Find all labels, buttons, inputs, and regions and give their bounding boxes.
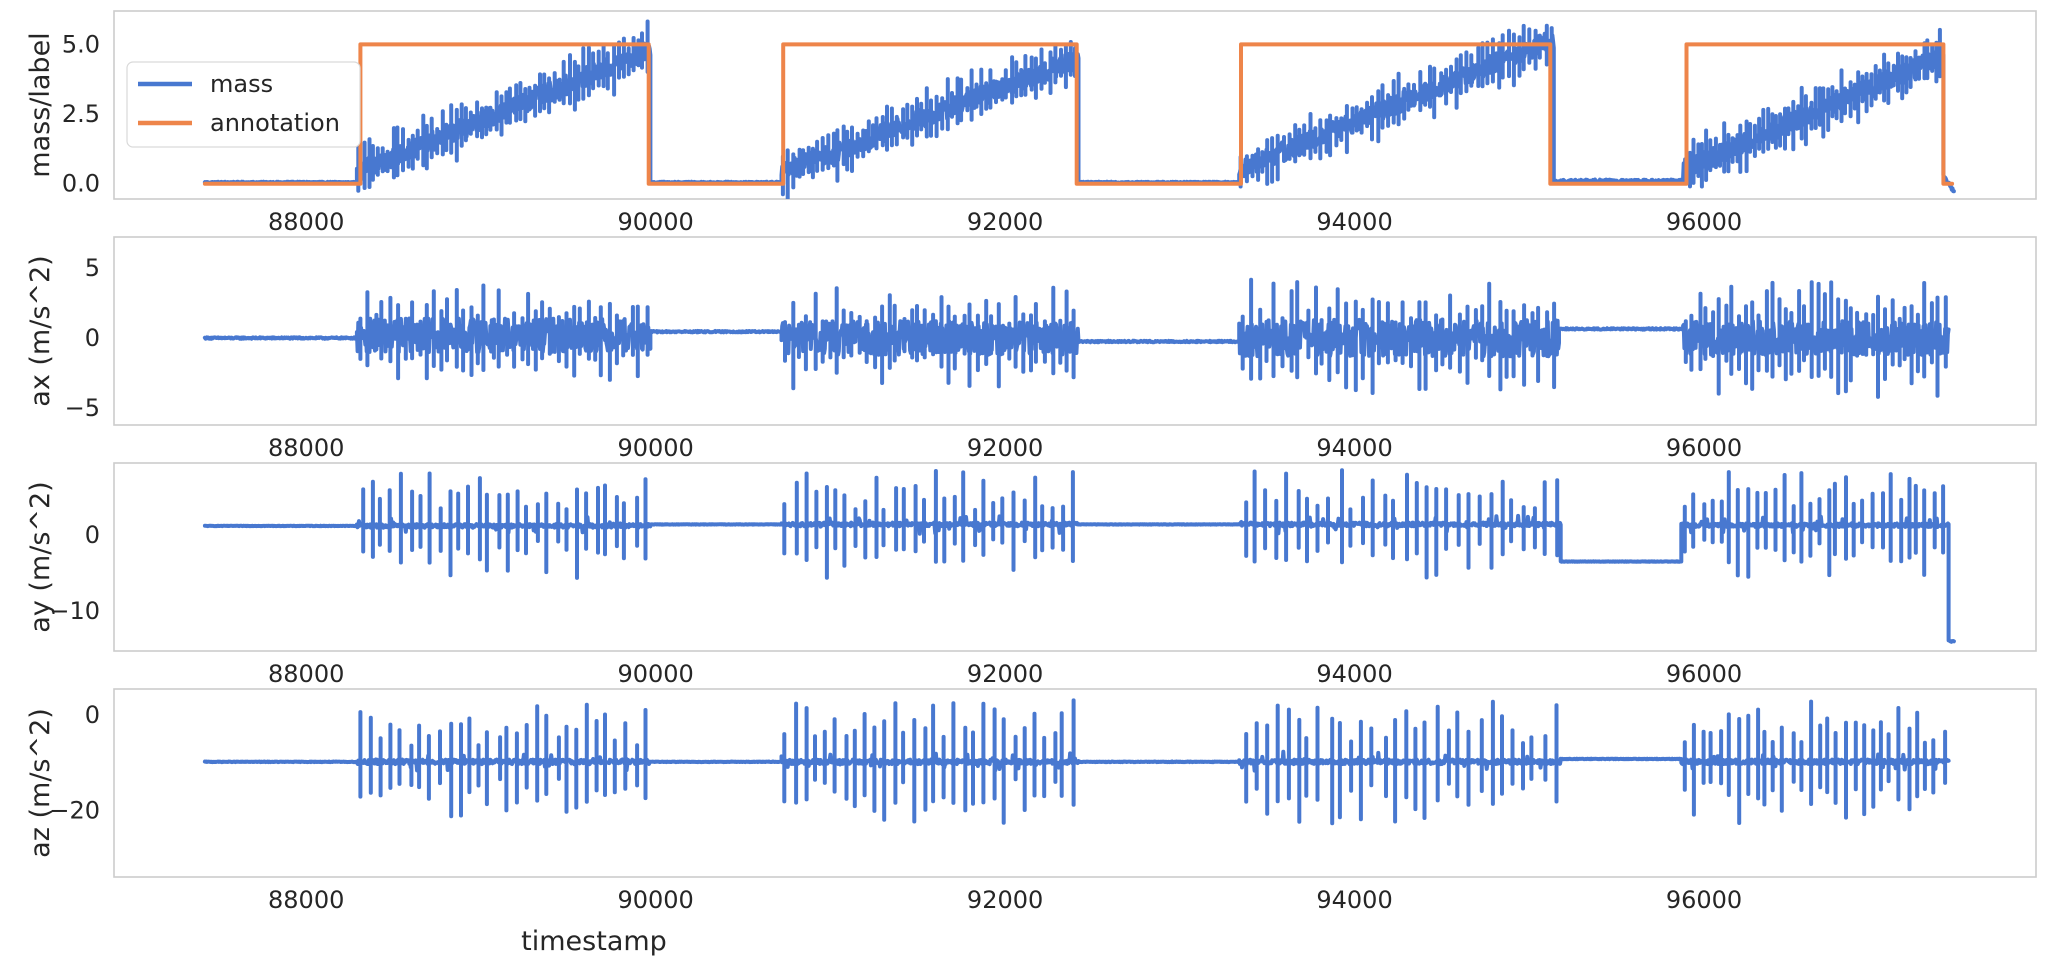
subplot-4: 88000 90000 92000 94000 96000 −20 0 az (m/s^2) t…	[25, 688, 2037, 957]
y-tick-label: 5	[85, 254, 100, 282]
y-tick-label: 2.5	[62, 100, 100, 128]
y-axis-label: az (m/s^2)	[25, 708, 56, 858]
y-tick-label: −20	[49, 796, 100, 824]
legend-label-annotation: annotation	[210, 109, 340, 137]
x-tick-label: 94000	[1316, 886, 1392, 914]
subplot-3: 88000 90000 92000 94000 96000 −10 0 ay (m/s^2)	[25, 462, 2037, 688]
x-tick-label: 90000	[617, 886, 693, 914]
x-tick-label: 90000	[617, 208, 693, 236]
subplot-2: 88000 90000 92000 94000 96000 −5 0 5 ax (m/s^2)	[25, 236, 2037, 462]
series-group	[202, 277, 1951, 399]
y-tick-label: 5.0	[62, 30, 100, 58]
x-tick-label: 88000	[268, 660, 344, 688]
x-tick-label: 92000	[967, 434, 1043, 462]
y-tick-label: −10	[49, 597, 100, 625]
x-tick-label: 88000	[268, 434, 344, 462]
series-group	[202, 468, 1956, 644]
y-axis-label: ax (m/s^2)	[25, 255, 56, 406]
series-line-signal	[202, 277, 1951, 399]
x-tick-label: 96000	[1666, 886, 1742, 914]
x-tick-label: 90000	[617, 660, 693, 688]
subplots: 88000 90000 92000 94000 96000 0.0 2.5 5.0mass/l…	[25, 10, 2037, 957]
x-tick-label: 94000	[1316, 434, 1392, 462]
y-tick-label: 0.0	[62, 170, 100, 198]
x-tick-label: 96000	[1666, 434, 1742, 462]
y-tick-label: 0	[85, 521, 100, 549]
x-axis-label: timestamp	[521, 926, 667, 957]
x-tick-label: 94000	[1316, 660, 1392, 688]
legend-label-mass: mass	[210, 70, 273, 98]
subplot-1: 88000 90000 92000 94000 96000 0.0 2.5 5.0mass/l…	[25, 10, 2037, 236]
x-tick-label: 92000	[967, 660, 1043, 688]
y-tick-label: 0	[85, 701, 100, 729]
x-tick-label: 96000	[1666, 660, 1742, 688]
y-axis-label: ay (m/s^2)	[25, 481, 56, 632]
series-line-signal	[202, 468, 1956, 644]
y-axis-label: mass/label	[25, 32, 56, 177]
x-tick-label: 92000	[967, 886, 1043, 914]
x-tick-label: 90000	[617, 434, 693, 462]
x-tick-label: 96000	[1666, 208, 1742, 236]
x-tick-label: 88000	[268, 208, 344, 236]
plot-area	[113, 462, 2037, 652]
series-group	[202, 698, 1951, 826]
x-tick-label: 88000	[268, 886, 344, 914]
x-tick-label: 92000	[967, 208, 1043, 236]
series-group	[202, 19, 1956, 199]
series-line-signal	[202, 698, 1951, 826]
legend: mass annotation	[126, 61, 361, 148]
y-tick-label: −5	[65, 394, 100, 422]
series-line-annotation	[202, 42, 1955, 186]
x-tick-label: 94000	[1316, 208, 1392, 236]
y-tick-label: 0	[85, 324, 100, 352]
